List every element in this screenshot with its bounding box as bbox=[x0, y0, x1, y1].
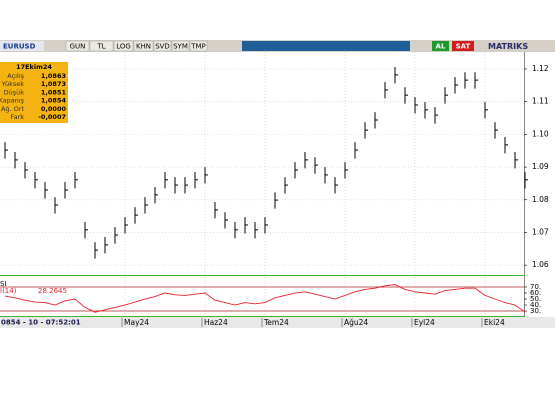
info-value: 1,0863 bbox=[41, 72, 66, 80]
info-label: Açılış bbox=[7, 72, 24, 80]
info-box bbox=[0, 62, 68, 123]
toolbar-button[interactable] bbox=[153, 40, 172, 52]
info-value: 0,0000 bbox=[41, 105, 67, 113]
panel-separator bbox=[0, 275, 525, 276]
panel-title: SI bbox=[0, 280, 7, 288]
y-tick-label: 50. bbox=[530, 295, 541, 303]
buy-label: AL bbox=[436, 43, 446, 51]
info-label: Ağ. Ort bbox=[1, 105, 24, 113]
toolbar-button[interactable] bbox=[189, 40, 208, 52]
y-tick-label: 1.08 bbox=[532, 195, 549, 204]
x-tick-label: May24 bbox=[124, 318, 149, 327]
toolbar-button-label: TMP bbox=[190, 43, 206, 51]
toolbar-button[interactable] bbox=[65, 40, 90, 52]
y-tick-label: 30. bbox=[530, 307, 541, 315]
toolbar-button[interactable] bbox=[171, 40, 190, 52]
info-label: Yüksek bbox=[1, 80, 24, 88]
buy-button[interactable] bbox=[432, 41, 449, 51]
y-tick-label: 60. bbox=[530, 289, 541, 297]
info-date: 17Ekim24 bbox=[16, 63, 52, 71]
x-tick-label: Eyl24 bbox=[414, 318, 435, 327]
sell-label: SAT bbox=[456, 43, 471, 51]
axis-divider bbox=[524, 52, 525, 328]
y-tick-label: 1.07 bbox=[532, 227, 549, 236]
info-value: -0,0007 bbox=[38, 113, 66, 121]
y-tick-label: 1.11 bbox=[532, 97, 549, 106]
status-text: 0854 - 10 - 07:52:01 bbox=[1, 319, 81, 327]
x-tick-label: Eki24 bbox=[484, 318, 505, 327]
symbol: EURUSD bbox=[3, 43, 36, 51]
toolbar-button-label: KHN bbox=[136, 43, 151, 51]
toolbar-button[interactable] bbox=[133, 40, 154, 52]
y-tick-label: 40. bbox=[530, 301, 541, 309]
info-label: Fark bbox=[10, 113, 24, 121]
current-value: 28.2645 bbox=[38, 287, 67, 295]
info-value: 1,0854 bbox=[41, 97, 67, 105]
toolbar-button-label: SYM bbox=[173, 43, 188, 51]
y-tick-label: 1.09 bbox=[532, 162, 549, 171]
info-value: 1,0851 bbox=[41, 88, 67, 96]
info-label: Düşük bbox=[4, 88, 25, 96]
sell-button[interactable] bbox=[452, 41, 474, 51]
date-bar bbox=[0, 317, 555, 328]
y-tick-label: 1.06 bbox=[532, 260, 549, 269]
info-label: Kapanış bbox=[0, 97, 25, 105]
x-tick-label: Haz24 bbox=[204, 318, 228, 327]
toolbar-button-label: GUN bbox=[70, 43, 86, 51]
toolbar-band bbox=[242, 41, 410, 51]
info-value: 1,0873 bbox=[41, 80, 66, 88]
y-tick-label: 70. bbox=[530, 283, 541, 291]
toolbar-button[interactable] bbox=[113, 40, 134, 52]
toolbar-button-label: LOG bbox=[116, 43, 131, 51]
legend-entry: I(14) bbox=[0, 287, 17, 295]
panel-separator bbox=[0, 316, 525, 317]
x-tick-label: Ağu24 bbox=[344, 318, 368, 327]
toolbar-button[interactable] bbox=[89, 40, 114, 52]
brand: MATRIKS bbox=[488, 42, 528, 51]
toolbar-button-label: TL bbox=[96, 43, 105, 51]
y-tick-label: 1.10 bbox=[532, 129, 549, 138]
x-tick-label: Tem24 bbox=[263, 318, 289, 327]
toolbar-button-label: SVD bbox=[155, 43, 170, 51]
indicator-line bbox=[4, 284, 526, 313]
y-tick-label: 1.12 bbox=[532, 64, 549, 73]
symbol-box[interactable] bbox=[0, 41, 44, 51]
